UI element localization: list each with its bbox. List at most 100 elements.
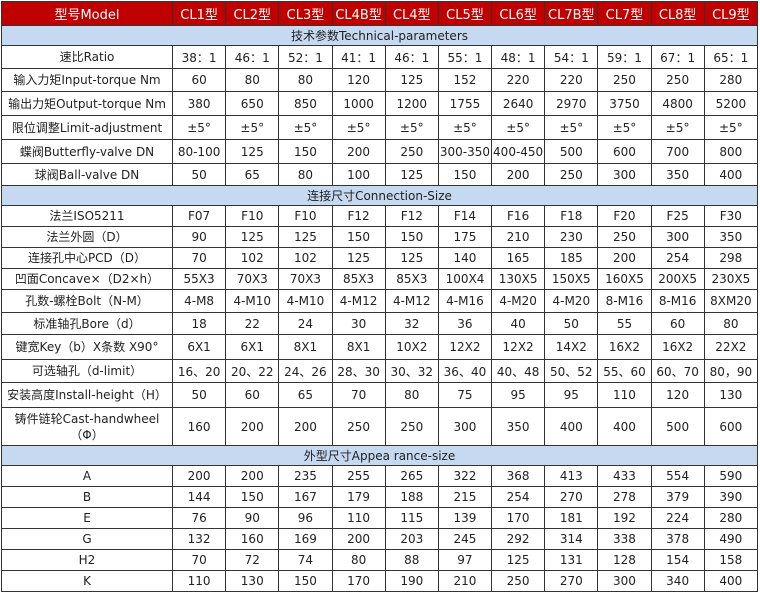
table-row: 输出力矩Output-torque Nm 380 650 850 1000 1200 175…	[1, 91, 759, 116]
table-cell: 12X2	[491, 334, 546, 360]
table-cell: 22	[225, 312, 280, 335]
table-cell: 230X5	[703, 268, 759, 290]
table-cell: 4-M20	[544, 289, 599, 313]
section-title: 连接尺寸Connection-Size	[1, 185, 758, 206]
table-cell: 210	[491, 226, 546, 248]
row-label: 标准轴孔Bore（d）	[1, 312, 173, 335]
table-cell: 6X1	[171, 334, 227, 360]
table-cell: 8-M16	[597, 289, 652, 313]
table-cell: 400	[703, 163, 759, 186]
table-cell: 139	[437, 507, 493, 529]
table-cell: 115	[384, 507, 439, 529]
table-cell: 125	[331, 247, 386, 269]
table-cell: 100X4	[437, 268, 493, 290]
table-cell: 3750	[597, 91, 652, 116]
table-row: A 200 200 235 255 265 322 368 413 433 554 590	[1, 465, 759, 487]
table-cell: 40、48	[491, 359, 546, 383]
model-header: CL3型	[278, 1, 333, 26]
row-label: 速比Ratio	[1, 45, 173, 69]
table-cell: 300	[597, 163, 652, 186]
table-cell: 2970	[544, 91, 599, 116]
table-cell: 292	[491, 528, 546, 550]
table-cell: 55：1	[437, 45, 493, 69]
table-cell: ±5°	[225, 115, 280, 140]
table-cell: 270	[544, 570, 599, 592]
table-cell: 65：1	[703, 45, 759, 69]
table-cell: 125	[491, 549, 546, 571]
table-cell: 4-M16	[437, 289, 493, 313]
table-cell: F12	[331, 205, 386, 227]
table-cell: 8X1	[331, 334, 386, 360]
table-cell: 169	[278, 528, 333, 550]
section-title: 技术参数Technical-parameters	[1, 25, 758, 46]
table-cell: F30	[703, 205, 759, 227]
table-cell: F10	[225, 205, 280, 227]
table-cell: 300	[437, 407, 493, 446]
table-cell: 250	[384, 139, 439, 164]
table-cell: 102	[225, 247, 280, 269]
table-cell: 200	[331, 528, 386, 550]
section-row: 连接尺寸Connection-Size	[1, 185, 758, 206]
model-header: CL6型	[491, 1, 546, 26]
table-cell: 500	[650, 407, 705, 446]
table-cell: 125	[278, 226, 333, 248]
table-cell: 192	[597, 507, 652, 529]
table-row: H2 70 72 74 80 88 97 125 131 128 154 158	[1, 549, 759, 571]
table-cell: 188	[384, 486, 439, 508]
table-row: 输入力矩Input-torque Nm 60 80 80 120 125 152 220 220…	[1, 68, 759, 92]
table-cell: ±5°	[544, 115, 599, 140]
table-cell: ±5°	[437, 115, 493, 140]
table-cell: 24	[278, 312, 333, 335]
table-row: 速比Ratio 38：1 46：1 52：1 41：1 46：1 55：1 48：1 54：1 5…	[1, 45, 759, 69]
table-cell: 60	[225, 382, 280, 408]
table-cell: 74	[278, 549, 333, 571]
table-cell: 150	[278, 570, 333, 592]
table-cell: 170	[331, 570, 386, 592]
table-cell: 4-M8	[171, 289, 227, 313]
table-cell: 8-M16	[650, 289, 705, 313]
table-cell: 278	[597, 486, 652, 508]
table-cell: 600	[597, 139, 652, 164]
table-cell: 55X3	[171, 268, 227, 290]
table-row: 可选轴孔（d-limit） 16、20 20、22 24、26 28、30 30、32 36…	[1, 359, 759, 383]
table-cell: 340	[650, 570, 705, 592]
table-cell: 160X5	[597, 268, 652, 290]
row-label: 蝶阀Butterfly-valve DN	[1, 139, 173, 164]
table-cell: 50	[171, 163, 227, 186]
table-cell: 200X5	[650, 268, 705, 290]
row-label: 安装高度Install-height（H）	[1, 382, 173, 408]
table-cell: 4-M12	[331, 289, 386, 313]
table-cell: 179	[331, 486, 386, 508]
section-title: 外型尺寸Appea rance-size	[1, 445, 758, 466]
table-cell: 400	[703, 570, 759, 592]
table-cell: 60	[171, 68, 227, 92]
table-cell: 85X3	[331, 268, 386, 290]
row-label: 铸件链轮Cast-handwheel（Φ）	[1, 407, 173, 446]
table-cell: 80，90	[703, 359, 759, 383]
table-cell: F12	[384, 205, 439, 227]
table-cell: 280	[703, 68, 759, 92]
table-cell: 150	[225, 486, 280, 508]
table-cell: 338	[597, 528, 652, 550]
table-cell: 70X3	[278, 268, 333, 290]
table-cell: 4-M20	[491, 289, 546, 313]
table-cell: 150	[278, 139, 333, 164]
table-cell: 88	[384, 549, 439, 571]
table-cell: 1200	[384, 91, 439, 116]
section-row: 技术参数Technical-parameters	[1, 25, 758, 46]
table-cell: 70X3	[225, 268, 280, 290]
table-cell: 90	[171, 226, 227, 248]
table-cell: 170	[491, 507, 546, 529]
table-cell: 80-100	[171, 139, 227, 164]
table-cell: 265	[384, 465, 439, 487]
table-cell: 250	[597, 226, 652, 248]
row-label: 连接孔中心PCD（D）	[1, 247, 173, 269]
table-cell: 125	[384, 68, 439, 92]
row-label: 法兰外圆（D）	[1, 226, 173, 248]
table-cell: 200	[491, 163, 546, 186]
model-header: CL7型	[597, 1, 652, 26]
table-cell: 300-350	[437, 139, 493, 164]
table-row: 连接孔中心PCD（D） 70 102 102 125 125 140 165 185 200 254…	[1, 247, 759, 269]
table-cell: ±5°	[597, 115, 652, 140]
table-cell: 554	[650, 465, 705, 487]
